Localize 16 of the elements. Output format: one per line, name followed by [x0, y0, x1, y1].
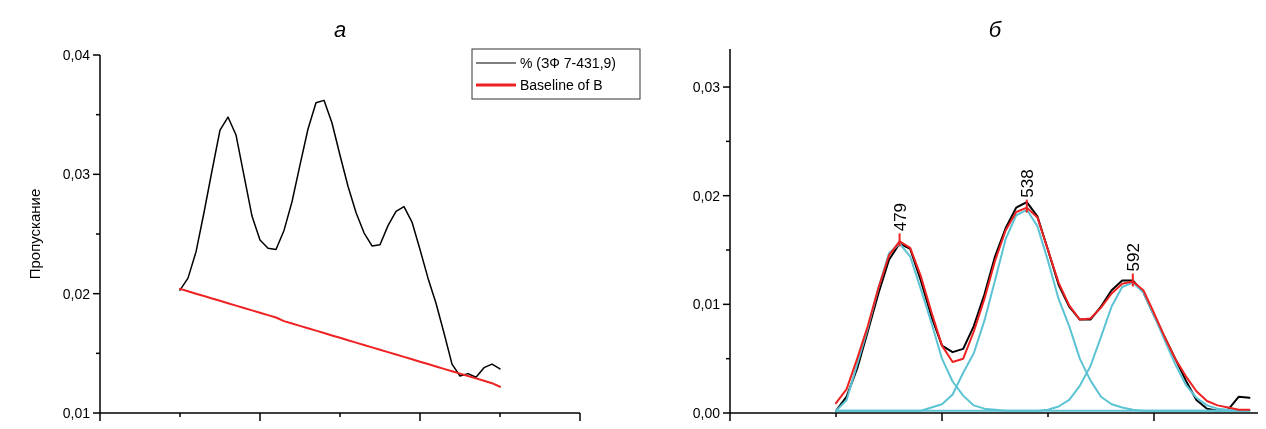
chart-title: б [988, 17, 1003, 42]
y-tick-label: 0,01 [692, 296, 721, 313]
legend-label: % (ЗФ 7-431,9) [520, 55, 616, 71]
y-axis-title: Пропускание [26, 188, 43, 280]
y-tick-label: 0,01 [62, 405, 91, 421]
annotation: 592 [1123, 243, 1143, 272]
chart-title: а [333, 17, 347, 42]
legend-label: Baseline of B [520, 77, 603, 93]
y-tick-label: 0,00 [692, 405, 721, 421]
y-tick-label: 0,03 [62, 166, 91, 183]
y-tick-label: 0,04 [62, 47, 91, 63]
annotation: 479 [890, 202, 910, 232]
y-tick-label: 0,02 [692, 187, 721, 204]
y-tick-label: 0,03 [692, 79, 721, 96]
annotation: 538 [1017, 169, 1037, 198]
y-tick-label: 0,02 [62, 285, 91, 302]
